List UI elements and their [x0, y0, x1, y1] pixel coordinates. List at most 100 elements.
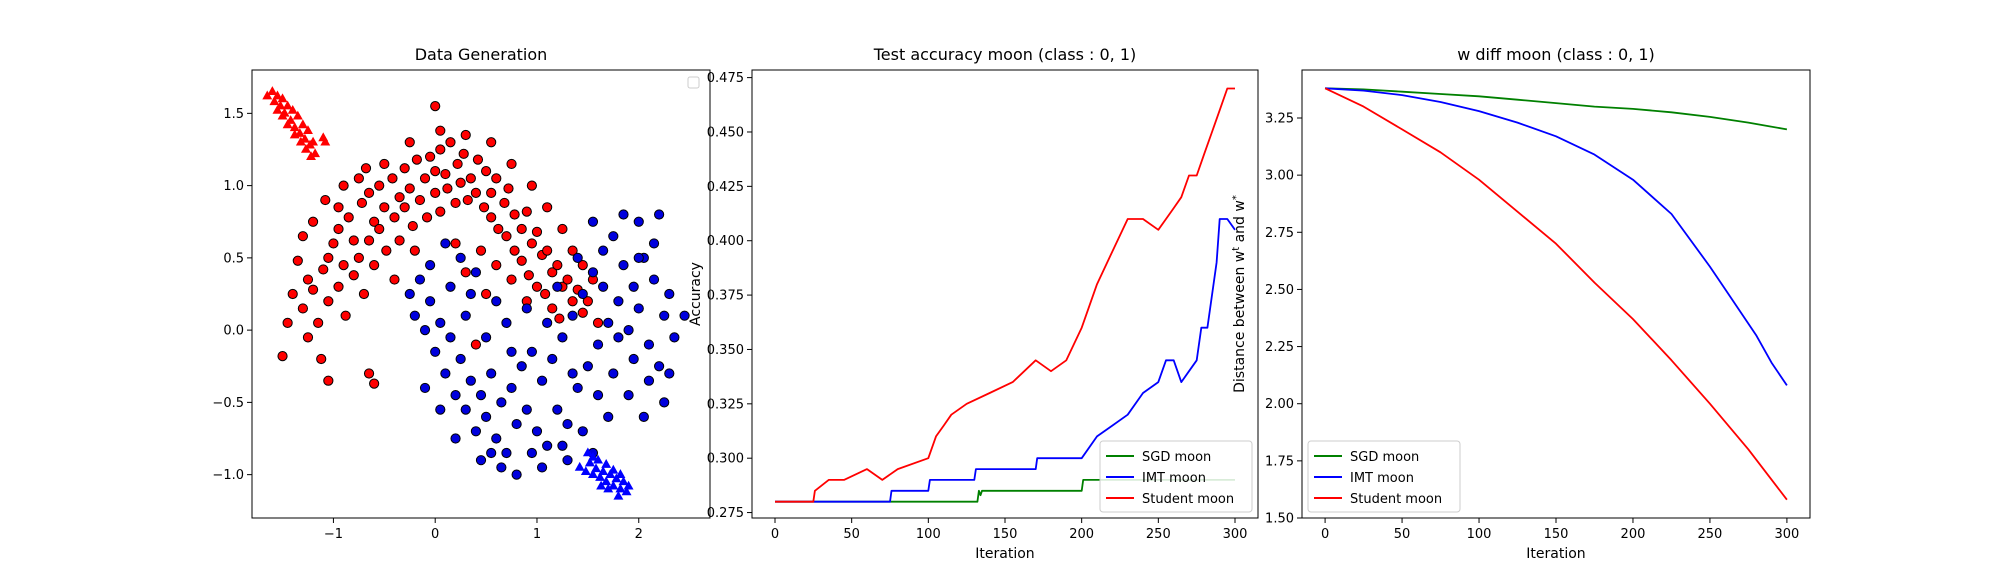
- triangle-point: [595, 472, 606, 481]
- scatter-point: [292, 255, 303, 266]
- scatter-point: [547, 267, 558, 278]
- scatter-point: [603, 411, 614, 422]
- scatter-point: [659, 310, 670, 321]
- scatter-point: [536, 462, 548, 473]
- scatter-point: [399, 163, 410, 174]
- triangle-point: [574, 461, 585, 471]
- scatter-point: [287, 288, 298, 300]
- y-tick-label: 0.350: [707, 343, 744, 358]
- scatter-point: [414, 274, 426, 285]
- x-tick-label: 150: [1544, 527, 1569, 542]
- scatter-point: [462, 194, 473, 206]
- scatter-point: [440, 168, 451, 180]
- scatter-point: [480, 288, 492, 300]
- scatter-point: [475, 455, 487, 466]
- scatter-point: [455, 353, 466, 365]
- scatter-point: [623, 390, 634, 401]
- scatter-point: [598, 245, 609, 256]
- scatter-point: [414, 194, 426, 206]
- x-tick-label: 250: [1146, 527, 1171, 542]
- scatter-point: [475, 390, 487, 401]
- scatter-point: [509, 245, 520, 256]
- scatter-point: [521, 404, 532, 415]
- scatter-point: [307, 284, 319, 295]
- scatter-point: [567, 368, 578, 379]
- scatter-point: [430, 166, 441, 177]
- x-tick-label: 0: [771, 527, 779, 542]
- legend-label: IMT moon: [1142, 471, 1206, 486]
- triangle-point: [303, 125, 313, 134]
- triangle-point: [613, 490, 624, 500]
- scatter-point: [509, 209, 520, 220]
- scatter-point: [470, 187, 482, 198]
- scatter-point: [394, 235, 405, 246]
- y-tick-label: 0.300: [707, 452, 744, 467]
- x-tick-label: 50: [1394, 527, 1411, 542]
- y-tick-label: 1.75: [1265, 454, 1294, 469]
- scatter-point: [633, 216, 644, 227]
- scatter-point: [523, 270, 534, 281]
- scatter-point: [618, 209, 629, 220]
- scatter-point: [425, 296, 436, 307]
- x-tick-label: 100: [916, 527, 941, 542]
- y-axis-label-superscript: *: [1231, 195, 1242, 200]
- triangle-point: [621, 486, 632, 496]
- scatter-point: [450, 197, 461, 209]
- scatter-point: [450, 433, 461, 444]
- scatter-point: [613, 332, 624, 343]
- scatter-point: [623, 325, 634, 336]
- scatter-point: [547, 353, 558, 365]
- triangle-point: [289, 122, 300, 132]
- scatter-point: [540, 288, 551, 300]
- y-tick-label: 2.00: [1265, 397, 1294, 412]
- scatter-point: [493, 223, 504, 235]
- scatter-point: [491, 173, 502, 184]
- scatter-point: [501, 447, 512, 459]
- x-tick-label: 1: [533, 527, 541, 542]
- scatter-point: [547, 303, 558, 314]
- x-tick-label: 2: [635, 527, 643, 542]
- plot-area: [775, 87, 1236, 503]
- scatter-point: [491, 296, 502, 307]
- scatter-point: [526, 346, 537, 357]
- y-axis-label: Distance between wt and w*: [1231, 195, 1249, 393]
- scatter-point: [638, 411, 649, 422]
- legend-label: SGD moon: [1350, 450, 1419, 465]
- scatter-point: [363, 368, 375, 379]
- scatter-point: [389, 212, 400, 223]
- scatter-point: [419, 173, 431, 184]
- x-tick-label: 200: [1621, 527, 1646, 542]
- triangle-point: [618, 476, 629, 486]
- x-tick-label: 0: [431, 527, 439, 542]
- y-tick-label: 1.5: [223, 107, 244, 122]
- scatter-point: [409, 245, 420, 256]
- y-tick-label: 2.50: [1265, 283, 1294, 298]
- scatter-point: [659, 397, 670, 408]
- scatter-point: [521, 303, 532, 314]
- series-line-student-moon: [1324, 87, 1788, 501]
- scatter-point: [472, 154, 484, 165]
- scatter-point: [425, 259, 436, 271]
- triangle-point: [584, 457, 595, 467]
- scatter-point: [480, 332, 492, 343]
- scatter-point: [486, 212, 497, 223]
- scatter-point: [664, 288, 675, 300]
- scatter-point: [486, 447, 497, 459]
- x-tick-label: 50: [843, 527, 860, 542]
- scatter-point: [557, 332, 568, 343]
- scatter-point: [297, 303, 308, 314]
- scatter-point: [592, 390, 604, 401]
- scatter-point: [358, 288, 370, 300]
- y-tick-label: 0.450: [707, 125, 744, 140]
- triangle-point: [615, 483, 626, 493]
- triangle-point: [591, 463, 601, 473]
- scatter-point: [404, 183, 415, 194]
- chart-panel-2: Test accuracy moon (class : 0, 1) 0 50 100 1…: [688, 45, 1259, 562]
- legend-box: [1307, 440, 1461, 513]
- chart-title: Data Generation: [415, 45, 548, 64]
- scatter-point: [328, 238, 339, 249]
- scatter-point: [552, 281, 563, 292]
- scatter-point: [445, 281, 456, 292]
- scatter-point: [506, 346, 517, 357]
- y-tick-label: 0.475: [707, 71, 744, 86]
